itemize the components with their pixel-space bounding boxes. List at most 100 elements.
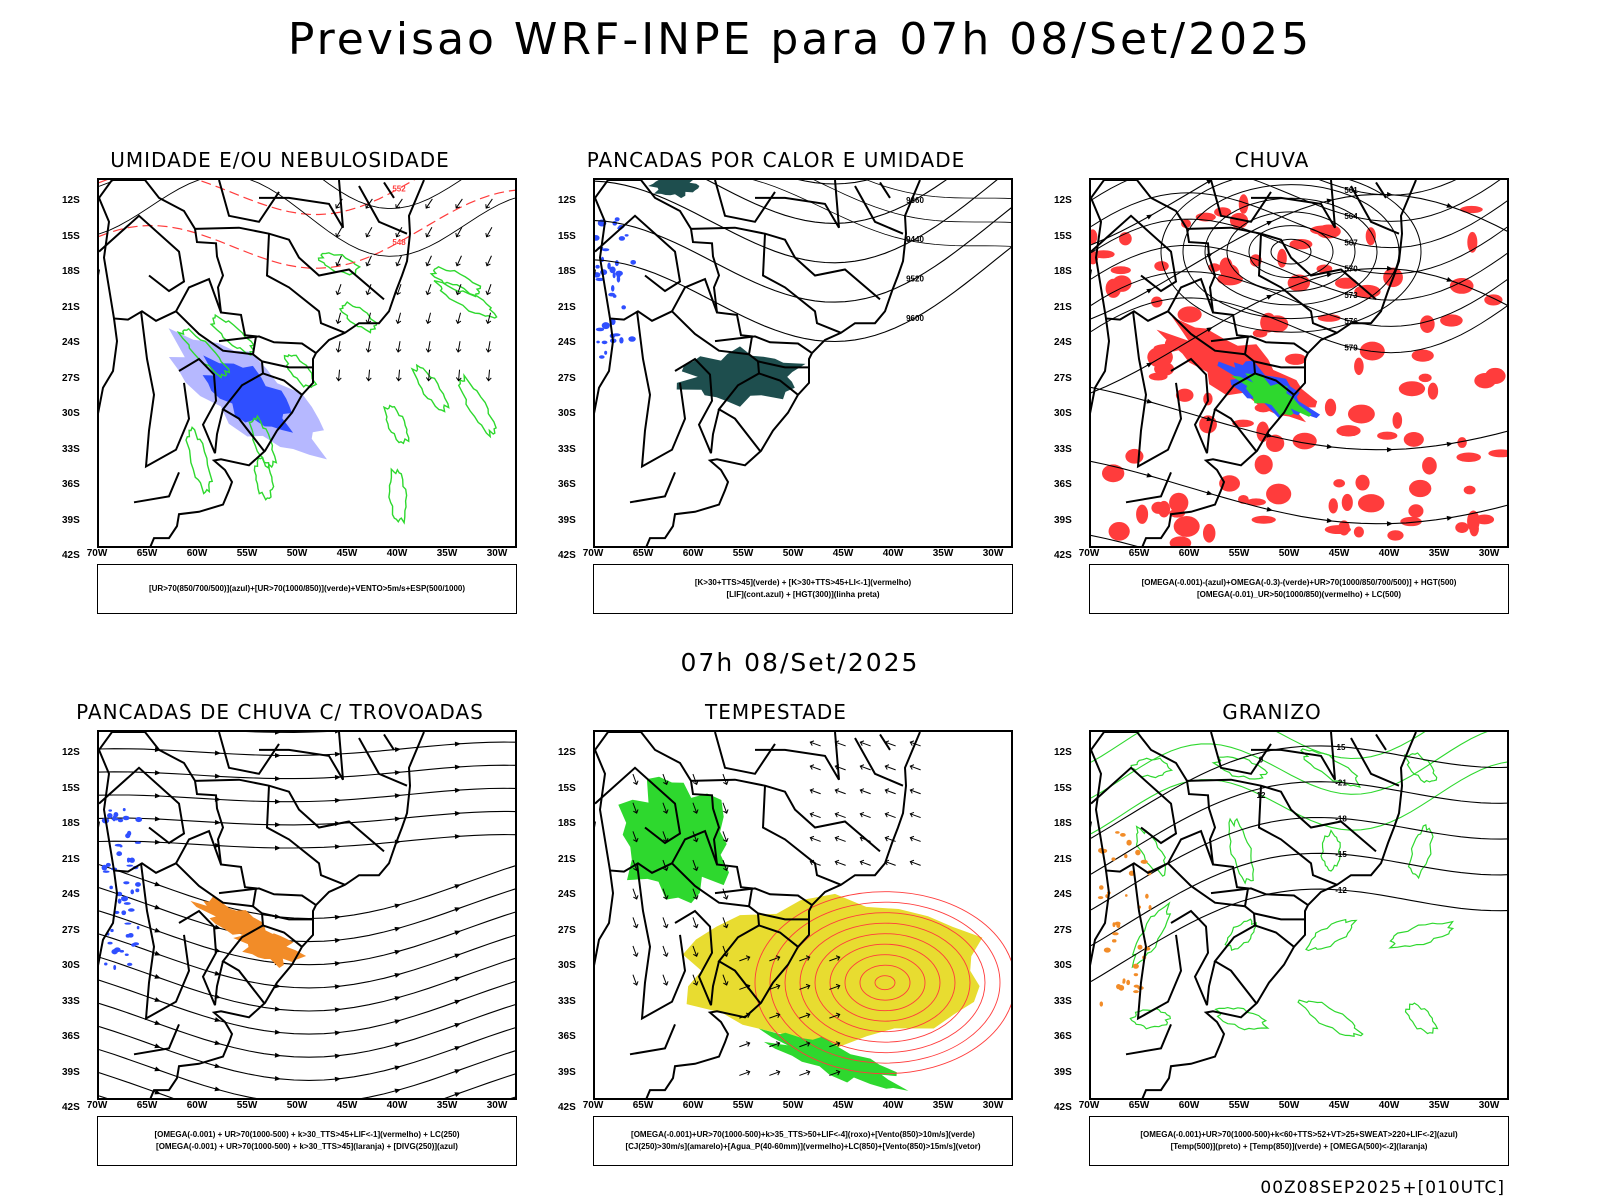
border-line [1167, 862, 1246, 908]
pressure-contour [99, 180, 515, 257]
humidity-low-contour [253, 456, 275, 501]
flow-arrow [274, 1052, 281, 1058]
wind-vector [662, 859, 669, 872]
humidity-low-contour [283, 353, 318, 389]
lon-tick-label: 35W [436, 1100, 458, 1111]
lat-tick-label: 27S [1054, 372, 1072, 384]
flow-arrow [454, 907, 461, 913]
lat-tick-label: 24S [1054, 889, 1072, 900]
contour-label: 552 [392, 185, 406, 194]
border-line [1091, 766, 1178, 845]
border-line [1253, 912, 1305, 921]
border-line [1210, 335, 1309, 354]
border-line [1091, 318, 1111, 414]
flow-arrow [1266, 294, 1273, 300]
flow-arrow [154, 1020, 161, 1026]
wind-vector [809, 788, 821, 795]
overlay-layer: 579576573570567564561558585 [1091, 180, 1507, 546]
rain-area-red [1400, 516, 1422, 527]
flow-arrow [274, 1006, 281, 1012]
contour-label: 561 [1344, 186, 1358, 195]
divergence-area-blue [107, 813, 113, 819]
lat-tick-label: 12S [1054, 747, 1072, 758]
temp850-contour [1135, 825, 1167, 877]
rain-area-red [1411, 349, 1434, 362]
map-frame [593, 730, 1013, 1100]
temp850-contour [1300, 748, 1362, 789]
omega500-area-orange [1133, 984, 1140, 988]
wind-vector [365, 255, 372, 267]
lon-tick-label: 40W [386, 548, 408, 559]
wind-vector [335, 369, 342, 382]
legend-text: [CJ(250)>30m/s](amarelo)+[Agua_P(40-60mm… [625, 1142, 981, 1151]
wind-vector [829, 1069, 841, 1076]
lon-tick-label: 60W [1178, 548, 1200, 559]
flow-arrow [154, 793, 161, 799]
temp850-contour [1320, 829, 1341, 872]
omega500-area-orange [1103, 947, 1111, 953]
coastline [595, 732, 921, 1098]
wind-vector [859, 740, 871, 747]
divergence-area-blue [135, 888, 140, 893]
wind-vector [632, 917, 639, 929]
flow-arrow [1386, 521, 1393, 527]
humidity-low-contour [382, 404, 410, 445]
hgt300-contour [797, 180, 869, 185]
wind-vector [769, 1012, 781, 1019]
divergence-area-blue [119, 949, 125, 953]
wind-vector [799, 1098, 811, 1100]
lat-tick-label: 30S [1054, 960, 1072, 971]
lat-tick-label: 30S [558, 960, 576, 971]
border-line [1251, 732, 1336, 781]
lon-tick-label: 55W [732, 548, 754, 559]
wind-vector [799, 1012, 811, 1019]
map-panel-5: TEMPESTADE 12S 15S 18S 21S 24S 27S 30S 33S 36S 39S… [536, 700, 1016, 1180]
lat-tick-label: 24S [1054, 337, 1072, 348]
rain-area-red [1467, 231, 1478, 253]
wind-vector [859, 859, 871, 866]
thunderstorm-area-orange [233, 925, 307, 968]
rain-area-red [1488, 449, 1507, 458]
temp500-contour [1091, 816, 1507, 911]
temp850-contour [1129, 1007, 1171, 1030]
divergence-area-blue [109, 885, 113, 890]
streamline [99, 979, 515, 1035]
lif-area [621, 305, 626, 310]
flow-arrow [394, 747, 401, 753]
humidity-low-contour [176, 327, 231, 379]
lat-tick-label: 12S [62, 195, 80, 206]
wind-vector [455, 369, 462, 382]
border-line [99, 318, 119, 414]
wind-vector [834, 764, 846, 771]
border-line [757, 912, 809, 921]
border-line [175, 277, 222, 313]
rain-area-red [1254, 454, 1273, 475]
flow-arrow [454, 884, 461, 889]
contour-label: 9440 [906, 235, 924, 244]
rain-area-red [1357, 494, 1385, 513]
lif-area [595, 264, 600, 269]
flow-arrow [154, 997, 161, 1002]
border-line [1167, 829, 1214, 865]
lon-tick-label: 35W [1428, 548, 1450, 559]
lat-tick-label: 18S [558, 266, 576, 277]
lon-tick-label: 45W [1328, 548, 1350, 559]
divergence-area-blue [123, 902, 131, 905]
coastline [99, 180, 425, 546]
wind-vector [859, 811, 871, 819]
lif-area [601, 322, 610, 330]
flow-arrow [334, 1053, 341, 1059]
lat-tick-label: 27S [62, 372, 80, 384]
flow-arrow [154, 950, 161, 956]
wind-vector [884, 788, 896, 795]
omega500-area-orange [1111, 939, 1117, 943]
border-line [1206, 408, 1216, 454]
border-line [1257, 233, 1338, 334]
flow-arrow [1206, 327, 1213, 333]
lif-area [628, 336, 636, 342]
forecast-time-title: 07h 08/Set/2025 [680, 648, 920, 677]
lon-tick-label: 70W [86, 1100, 108, 1111]
flow-arrow [1386, 191, 1393, 197]
lon-tick-label: 30W [1478, 548, 1500, 559]
rain-area-red [1392, 412, 1403, 429]
